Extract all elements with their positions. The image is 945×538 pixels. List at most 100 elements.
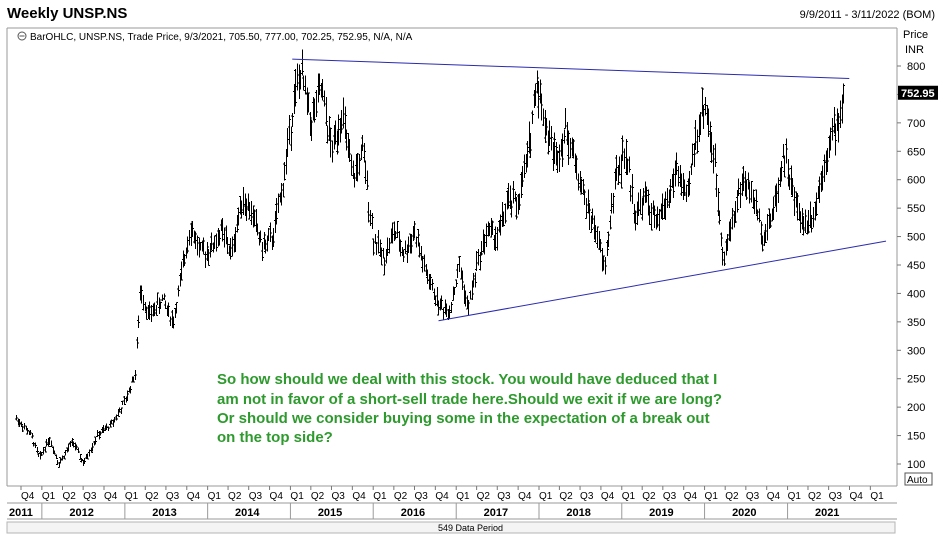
- ohlc-bar: [764, 224, 767, 244]
- ohlc-bar: [758, 208, 761, 223]
- ohlc-bar: [791, 177, 794, 198]
- ohlc-bar: [223, 227, 226, 248]
- ohlc-bar: [807, 210, 810, 234]
- ohlc-bar: [536, 70, 539, 94]
- ohlc-bar: [815, 192, 818, 216]
- y-tick-label: 550: [907, 203, 925, 215]
- quarter-label: Q4: [187, 491, 201, 502]
- ohlc-bar: [79, 453, 82, 461]
- ohlc-bar: [206, 241, 209, 261]
- ohlc-bar: [121, 400, 124, 406]
- quarter-label: Q1: [622, 491, 636, 502]
- ohlc-bar: [587, 189, 590, 214]
- ohlc-bar: [313, 98, 316, 123]
- ohlc-bar: [310, 119, 313, 142]
- quarter-label: Q3: [829, 491, 843, 502]
- ohlc-bar: [261, 242, 264, 261]
- ohlc-bar: [842, 83, 845, 104]
- ohlc-bar: [442, 307, 445, 320]
- ohlc-bar: [521, 165, 524, 187]
- ohlc-bar: [564, 108, 567, 129]
- ohlc-bar: [455, 279, 458, 288]
- ohlc-bar: [485, 223, 488, 248]
- ohlc-bar: [194, 231, 197, 250]
- annotation-line-2: am not in favor of a short-sell trade he…: [217, 391, 722, 408]
- ohlc-bar: [315, 90, 318, 118]
- ohlc-bar: [777, 177, 780, 204]
- ohlc-bar: [136, 337, 139, 349]
- ohlc-bar: [98, 431, 101, 440]
- ohlc-bar: [402, 249, 405, 262]
- ohlc-bar: [510, 200, 513, 218]
- quarter-label: Q3: [497, 491, 511, 502]
- ohlc-bar: [567, 131, 570, 165]
- ohlc-bar: [720, 232, 723, 247]
- ohlc-bar: [83, 457, 86, 464]
- ohlc-bar: [558, 144, 561, 172]
- ohlc-bar: [280, 182, 283, 206]
- last-price-badge: 752.95: [898, 85, 938, 100]
- quarter-label: Q3: [83, 491, 97, 502]
- ohlc-bar: [291, 112, 294, 128]
- ohlc-bar: [718, 210, 721, 225]
- ohlc-bar: [109, 420, 112, 428]
- ohlc-bar: [526, 140, 529, 168]
- year-label: 2020: [732, 507, 756, 519]
- ohlc-bar: [288, 114, 291, 145]
- ohlc-bar: [579, 171, 582, 193]
- ohlc-bar: [723, 251, 726, 266]
- ohlc-bar: [755, 189, 758, 215]
- ohlc-bar: [737, 178, 740, 197]
- ohlc-bar: [382, 248, 385, 259]
- ohlc-bar: [555, 142, 558, 166]
- annotation-line-3: Or should we consider buying some in the…: [217, 410, 710, 427]
- annotation-text: So how should we deal with this stock. Y…: [217, 371, 722, 446]
- ohlc-bar: [547, 130, 550, 155]
- year-label: 2012: [69, 507, 93, 519]
- ohlc-bar: [117, 408, 120, 417]
- quarter-label: Q4: [601, 491, 615, 502]
- ohlc-bar: [63, 455, 66, 460]
- ohlc-bar: [386, 237, 389, 257]
- ohlc-bar: [183, 253, 186, 267]
- ohlc-bar: [429, 273, 432, 290]
- ohlc-bar: [717, 188, 720, 217]
- auto-scale-button[interactable]: [904, 472, 933, 486]
- ohlc-bar: [440, 295, 443, 310]
- ohlc-bar: [480, 240, 483, 256]
- ohlc-bar: [226, 237, 229, 254]
- data-period-scrollbar[interactable]: [6, 521, 896, 534]
- quarter-label: Q1: [456, 491, 470, 502]
- ohlc-bar: [380, 247, 383, 266]
- ohlc-bar: [137, 315, 140, 329]
- last-price-box: [898, 85, 938, 100]
- ohlc-bar: [645, 186, 648, 203]
- ohlc-bar: [48, 437, 51, 445]
- quarter-label: Q1: [705, 491, 719, 502]
- ohlc-bar: [410, 234, 413, 254]
- ohlc-bar: [175, 302, 178, 314]
- quarter-label: Q3: [166, 491, 180, 502]
- quarter-label: Q4: [767, 491, 781, 502]
- ohlc-bar: [77, 447, 80, 454]
- ohlc-bar: [507, 182, 510, 209]
- ohlc-bar: [369, 209, 372, 226]
- year-label: 2019: [649, 507, 673, 519]
- ohlc-bar: [348, 139, 351, 162]
- quarter-label: Q1: [788, 491, 802, 502]
- ohlc-bar: [213, 235, 216, 250]
- ohlc-bar: [483, 234, 486, 255]
- ohlc-bar: [34, 442, 37, 448]
- quarter-label: Q1: [539, 491, 553, 502]
- ohlc-bar: [802, 216, 805, 236]
- ohlc-bar: [337, 114, 340, 146]
- ohlc-bar: [425, 263, 428, 277]
- ohlc-bar: [113, 416, 116, 422]
- ohlc-bar: [59, 457, 62, 464]
- ohlc-bar: [766, 214, 769, 241]
- ohlc-bar: [283, 162, 286, 181]
- ohlc-bar: [255, 209, 258, 232]
- ohlc-bar: [712, 144, 715, 174]
- ohlc-bar: [604, 257, 607, 275]
